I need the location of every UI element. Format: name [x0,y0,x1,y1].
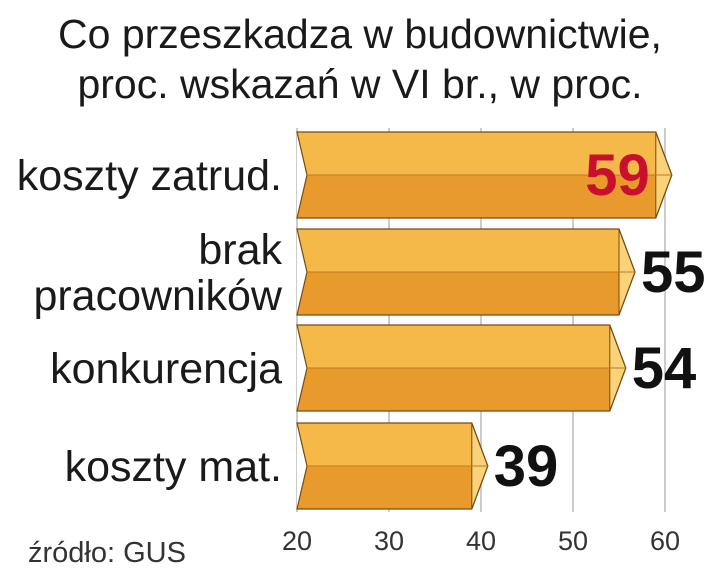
bar-bottom-face [297,175,656,218]
category-label-2-line-2: pracowników [33,272,282,320]
tick-label-40: 40 [466,526,496,556]
bar-1 [296,131,673,219]
bar-start-notch [297,423,307,509]
tick-label-50: 50 [558,526,588,556]
bar-bottom-face [297,466,472,509]
chart-title-line-1: Co przeszkadza w budownictwie, [58,11,662,57]
category-label-3-line-1: konkurencja [50,345,282,393]
bars [296,131,673,510]
bar-top-face [297,325,610,368]
value-label-1: 59 [585,143,650,208]
bar-4 [296,422,489,510]
source-note: źródło: GUS [28,537,186,569]
bar-top-face [297,132,656,175]
tick-label-60: 60 [650,526,680,556]
category-label-1-line-1: koszty zatrud. [17,152,282,200]
bar-2 [296,228,636,316]
value-label-2: 55 [641,240,706,305]
bar-3 [296,324,627,412]
category-label-2-line-1: brak [198,226,282,274]
bar-bottom-face [297,368,610,411]
value-label-4: 39 [494,434,559,499]
bar-top-face [297,423,472,466]
bar-start-notch [297,325,307,411]
labels: Co przeszkadza w budownictwie,proc. wska… [17,11,706,569]
bar-start-notch [297,229,307,315]
value-label-3: 54 [632,336,697,401]
bar-bottom-face [297,272,619,315]
tick-label-30: 30 [374,526,404,556]
category-label-4-line-1: koszty mat. [65,443,282,491]
bar-top-face [297,229,619,272]
tick-label-20: 20 [282,526,312,556]
chart-title-line-2: proc. wskazań w VI br., w proc. [77,61,642,107]
bar-start-notch [297,132,307,218]
